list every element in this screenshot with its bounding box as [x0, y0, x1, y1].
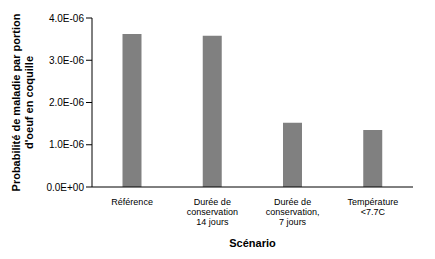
svg-text:Température<7.7C: Température<7.7C: [348, 197, 399, 217]
svg-text:Scénario: Scénario: [229, 237, 276, 249]
svg-text:0.0E+00: 0.0E+00: [46, 182, 84, 193]
svg-text:Référence: Référence: [111, 197, 153, 207]
svg-text:3.0E-06: 3.0E-06: [49, 55, 84, 66]
svg-text:Probabilité de maladie par por: Probabilité de maladie par portiond'oeuf…: [10, 13, 35, 191]
svg-text:1.0E-06: 1.0E-06: [49, 139, 84, 150]
svg-text:Durée deconservation14 jours: Durée deconservation14 jours: [187, 197, 238, 227]
svg-text:4.0E-06: 4.0E-06: [49, 13, 84, 24]
svg-text:Durée deconservation,7 jours: Durée deconservation,7 jours: [266, 197, 320, 227]
svg-text:2.0E-06: 2.0E-06: [49, 97, 84, 108]
